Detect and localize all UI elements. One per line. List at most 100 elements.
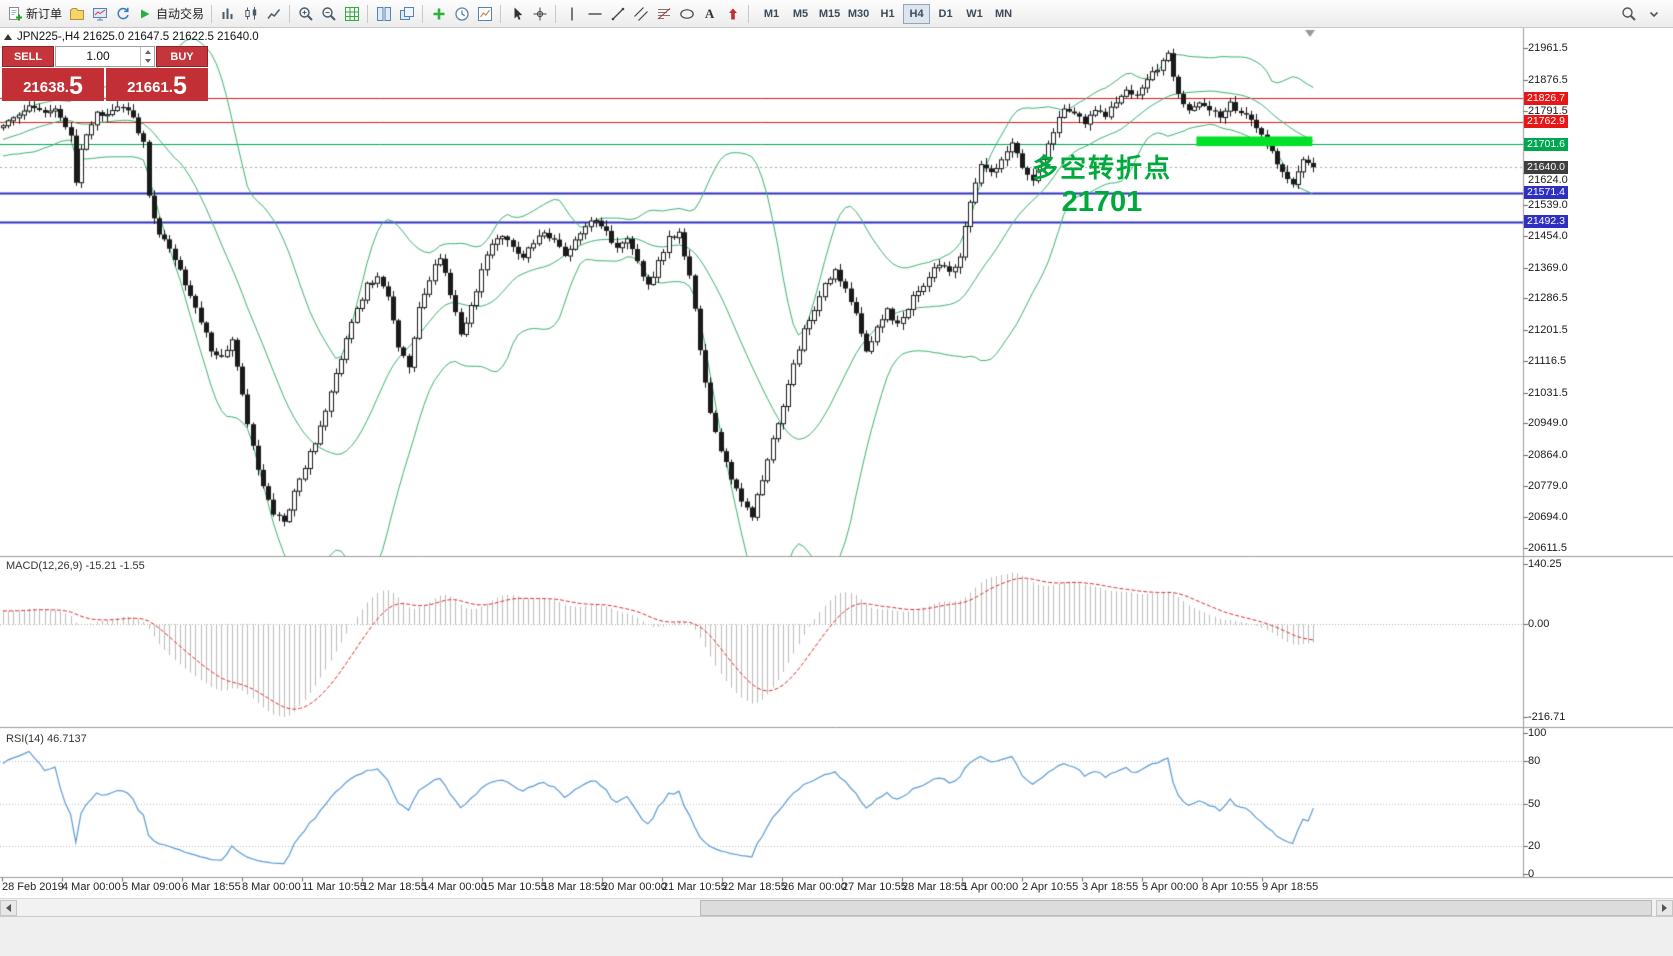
- price-axis-label: 20611.5: [1528, 542, 1567, 555]
- overflow-chevron-button[interactable]: [1642, 3, 1665, 25]
- cascade-windows-button[interactable]: [395, 3, 418, 25]
- horizontal-line-button[interactable]: [583, 3, 606, 25]
- trendline-icon: [610, 6, 626, 22]
- buy-price[interactable]: 21661. 5: [106, 68, 208, 101]
- volume-value[interactable]: 1.00: [86, 49, 110, 63]
- volume-down-icon[interactable]: [141, 57, 154, 67]
- crosshair-icon: [532, 6, 548, 22]
- candlestick-chart-icon: [243, 6, 259, 22]
- price-axis-label: 21961.5: [1528, 42, 1568, 55]
- zoom-out-icon: [321, 6, 337, 22]
- zoom-in-button[interactable]: [294, 3, 317, 25]
- volume-up-icon[interactable]: [141, 47, 154, 57]
- refresh-icon: [115, 6, 131, 22]
- vertical-line-icon: [564, 6, 580, 22]
- time-axis-label: 21 Mar 10:55: [662, 881, 727, 893]
- price-axis-label: 20694.0: [1528, 511, 1568, 524]
- bar-chart-icon: [220, 6, 236, 22]
- line-chart-button[interactable]: [262, 3, 285, 25]
- time-axis-label: 8 Mar 00:00: [242, 881, 301, 893]
- profile-button[interactable]: [88, 3, 111, 25]
- time-axis-label: 5 Mar 09:00: [122, 881, 181, 893]
- symbol-info: JPN225-,H4 21625.0 21647.5 21622.5 21640…: [4, 31, 259, 43]
- vertical-line-button[interactable]: [560, 3, 583, 25]
- arrows-button[interactable]: [721, 3, 744, 25]
- timeframe-button-h4[interactable]: H4: [903, 3, 931, 24]
- scroll-left-button[interactable]: [0, 900, 17, 916]
- volume-spinner[interactable]: [140, 47, 154, 66]
- toolbar-separator: [422, 4, 424, 23]
- price-axis-label: 20949.0: [1528, 417, 1568, 430]
- macd-axis-label: -216.71: [1528, 710, 1566, 723]
- sell-price-big-digit: 5: [68, 72, 83, 100]
- time-axis-label: 1 Apr 00:00: [962, 881, 1019, 893]
- timeframe-button-m1[interactable]: M1: [763, 7, 780, 20]
- bar-chart-button[interactable]: [216, 3, 239, 25]
- candlestick-chart-button[interactable]: [239, 3, 262, 25]
- text-tool-button[interactable]: A: [698, 3, 721, 25]
- scroll-right-button[interactable]: [1656, 900, 1673, 916]
- refresh-button[interactable]: [111, 3, 134, 25]
- autotrading-button[interactable]: 自动交易: [134, 3, 207, 25]
- horizontal-line-icon: [587, 6, 603, 22]
- scrollbar-thumb[interactable]: [700, 900, 1652, 916]
- search-button[interactable]: [1617, 3, 1640, 25]
- collapse-quote-icon[interactable]: [4, 34, 12, 40]
- toolbar-separator: [500, 4, 502, 23]
- timeframe-button-h1[interactable]: H1: [880, 7, 895, 20]
- fibonacci-button[interactable]: [652, 3, 675, 25]
- toolbar-separator: [289, 4, 291, 23]
- price-axis-label: 21539.0: [1528, 198, 1568, 211]
- autotrading-label: 自动交易: [156, 7, 205, 21]
- sell-button[interactable]: SELL: [2, 46, 54, 67]
- toolbar-separator: [748, 4, 750, 23]
- templates-icon: [477, 6, 493, 22]
- sell-price[interactable]: 21638. 5: [2, 68, 104, 101]
- trendline-button[interactable]: [606, 3, 629, 25]
- price-axis-label: 21624.0: [1528, 174, 1568, 187]
- price-axis-label: 21369.0: [1528, 261, 1568, 274]
- timeframe-button-d1[interactable]: D1: [938, 7, 953, 20]
- cursor-button[interactable]: [505, 3, 528, 25]
- scroll-left-icon: [6, 904, 11, 912]
- search-icon: [1621, 6, 1637, 22]
- toolbar-separator: [211, 4, 213, 23]
- timeframe-button-m30[interactable]: M30: [847, 7, 870, 20]
- indicators-button[interactable]: [427, 3, 450, 25]
- timeframe-button-m5[interactable]: M5: [792, 7, 809, 20]
- templates-button[interactable]: [473, 3, 496, 25]
- charts-folder-button[interactable]: [65, 3, 88, 25]
- time-axis-label: 22 Mar 18:55: [722, 881, 787, 893]
- arrows-icon: [725, 6, 741, 22]
- rsi-axis-label: 100: [1528, 727, 1547, 739]
- timeframe-button-mn[interactable]: MN: [994, 7, 1013, 20]
- timeframe-button-m15[interactable]: M15: [818, 7, 841, 20]
- channel-button[interactable]: [629, 3, 652, 25]
- rsi-indicator-label: RSI(14) 46.7137: [6, 733, 87, 745]
- one-click-trade-panel: SELL 1.00 BUY 21638. 5 21661. 5: [2, 46, 208, 101]
- timeframe-button-w1[interactable]: W1: [966, 7, 983, 20]
- ellipse-button[interactable]: [675, 3, 698, 25]
- grid-button[interactable]: [340, 3, 363, 25]
- window-bottom-strip: [0, 916, 1673, 956]
- time-axis-label: 6 Mar 18:55: [182, 881, 241, 893]
- price-line-badge: 21826.7: [1524, 91, 1568, 105]
- buy-button[interactable]: BUY: [156, 46, 208, 67]
- main-toolbar: 新订单 自动交易 A M1 M5 M15 M30 H1 H4 D1 W1 MN: [0, 0, 1673, 28]
- tile-windows-button[interactable]: [372, 3, 395, 25]
- rsi-axis-label: 20: [1528, 839, 1541, 852]
- horizontal-scrollbar[interactable]: [0, 898, 1673, 916]
- crosshair-button[interactable]: [528, 3, 551, 25]
- time-axis-label: 8 Apr 10:55: [1202, 881, 1259, 893]
- periods-button[interactable]: [450, 3, 473, 25]
- price-axis-label: 20864.0: [1528, 448, 1568, 461]
- price-line-badge: 21571.4: [1524, 186, 1568, 200]
- new-order-button[interactable]: 新订单: [4, 3, 65, 25]
- overflow-chevron-icon: [1646, 6, 1662, 22]
- volume-input[interactable]: 1.00: [55, 46, 155, 67]
- cascade-windows-icon: [399, 6, 415, 22]
- zoom-out-button[interactable]: [317, 3, 340, 25]
- periods-icon: [454, 6, 470, 22]
- time-axis-label: 5 Apr 00:00: [1142, 881, 1199, 893]
